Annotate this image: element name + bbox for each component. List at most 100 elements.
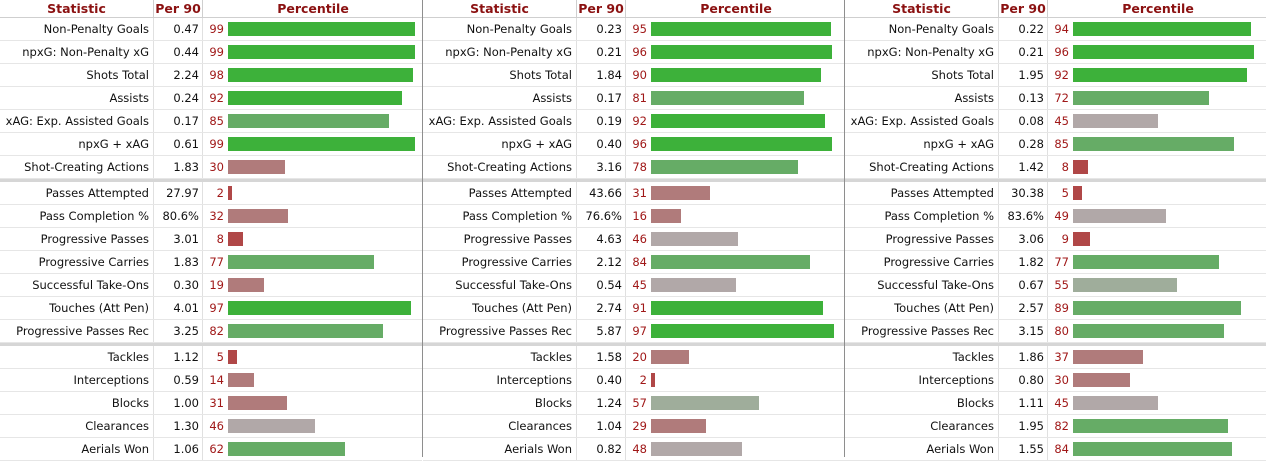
stat-label: Passes Attempted <box>890 186 994 200</box>
percentile-value: 19 <box>202 274 226 296</box>
percentile-bar <box>651 91 804 105</box>
stat-label: Passes Attempted <box>45 186 149 200</box>
table-row: Assists 0.24 92 <box>0 87 422 110</box>
percentile-value: 57 <box>625 392 649 414</box>
per90-value: 1.83 <box>153 251 199 273</box>
stat-label: npxG: Non-Penalty xG <box>22 45 149 59</box>
stat-label: Interceptions <box>73 373 149 387</box>
table-row: Clearances 1.04 29 <box>423 415 845 438</box>
per90-value: 3.15 <box>998 320 1044 342</box>
stat-label: Assists <box>954 91 994 105</box>
percentile-value: 91 <box>625 297 649 319</box>
per90-value: 1.95 <box>998 415 1044 437</box>
percentile-bar <box>651 186 710 200</box>
stat-label: Progressive Carries <box>883 255 994 269</box>
percentile-bar <box>651 114 825 128</box>
percentile-value: 77 <box>202 251 226 273</box>
per90-value: 1.84 <box>576 64 622 86</box>
table-row: Successful Take-Ons 0.54 45 <box>423 274 845 297</box>
table-row: Tackles 1.58 20 <box>423 346 845 369</box>
percentile-header[interactable]: Percentile <box>1047 0 1266 17</box>
percentile-bar <box>1073 442 1232 456</box>
percentile-value: 46 <box>625 228 649 250</box>
per90-value: 1.00 <box>153 392 199 414</box>
percentile-value: 95 <box>625 18 649 40</box>
stat-label: Non-Penalty Goals <box>43 22 149 36</box>
table-row: Interceptions 0.40 2 <box>423 369 845 392</box>
stat-label: Progressive Passes <box>40 232 149 246</box>
table-row: Non-Penalty Goals 0.22 94 <box>845 18 1266 41</box>
per90-value: 1.95 <box>998 64 1044 86</box>
per90-value: 4.01 <box>153 297 199 319</box>
percentile-bar <box>228 324 383 338</box>
stat-label: Shots Total <box>86 68 149 82</box>
percentile-value: 9 <box>1047 228 1071 250</box>
percentile-bar <box>1073 324 1224 338</box>
percentile-bar <box>1073 160 1088 174</box>
table-row: Non-Penalty Goals 0.23 95 <box>423 18 845 41</box>
percentile-bar <box>228 255 374 269</box>
per90-header[interactable]: Per 90 <box>153 0 202 17</box>
percentile-value: 85 <box>202 110 226 132</box>
stat-label: Pass Completion % <box>39 209 149 223</box>
percentile-bar <box>228 419 315 433</box>
percentile-value: 99 <box>202 18 226 40</box>
per90-value: 2.57 <box>998 297 1044 319</box>
table-row: Interceptions 0.80 30 <box>845 369 1266 392</box>
per90-value: 2.74 <box>576 297 622 319</box>
per90-value: 0.24 <box>153 87 199 109</box>
stat-label: Touches (Att Pen) <box>472 301 572 315</box>
per90-value: 0.40 <box>576 369 622 391</box>
stat-label: Shot-Creating Actions <box>24 160 149 174</box>
per90-value: 3.06 <box>998 228 1044 250</box>
statistic-header[interactable]: Statistic <box>892 1 951 16</box>
per90-value: 0.13 <box>998 87 1044 109</box>
table-row: Tackles 1.86 37 <box>845 346 1266 369</box>
per90-value: 3.25 <box>153 320 199 342</box>
per90-value: 1.06 <box>153 438 199 460</box>
per90-header[interactable]: Per 90 <box>998 0 1047 17</box>
percentile-value: 96 <box>625 133 649 155</box>
percentile-bar <box>1073 278 1177 292</box>
stat-label: Progressive Passes Rec <box>861 324 994 338</box>
percentile-value: 90 <box>625 64 649 86</box>
percentile-bar <box>228 396 287 410</box>
statistic-header[interactable]: Statistic <box>470 1 529 16</box>
percentile-value: 29 <box>625 415 649 437</box>
percentile-bar <box>1073 255 1219 269</box>
statistic-header[interactable]: Statistic <box>47 1 106 16</box>
per90-value: 1.12 <box>153 346 199 368</box>
percentile-bar <box>651 137 832 151</box>
percentile-value: 30 <box>202 156 226 178</box>
stat-label: Progressive Carries <box>461 255 572 269</box>
percentile-bar <box>651 396 759 410</box>
group-separator <box>423 343 845 346</box>
percentile-header[interactable]: Percentile <box>202 0 423 17</box>
table-row: npxG + xAG 0.40 96 <box>423 133 845 156</box>
table-row: Progressive Passes Rec 3.15 80 <box>845 320 1266 343</box>
percentile-bar <box>651 160 798 174</box>
percentile-bar <box>651 324 834 338</box>
table-row: Shots Total 2.24 98 <box>0 64 422 87</box>
percentile-value: 8 <box>1047 156 1071 178</box>
percentile-header[interactable]: Percentile <box>625 0 846 17</box>
stat-label: Assists <box>532 91 572 105</box>
stat-label: Tackles <box>107 350 149 364</box>
stat-label: Progressive Passes <box>463 232 572 246</box>
per90-value: 0.30 <box>153 274 199 296</box>
table-header: Statistic Per 90 Percentile <box>0 0 422 18</box>
table-row: Blocks 1.11 45 <box>845 392 1266 415</box>
stats-table-1: Statistic Per 90 Percentile Non-Penalty … <box>0 0 422 461</box>
per90-value: 30.38 <box>998 182 1044 204</box>
percentile-bar <box>1073 350 1143 364</box>
stat-label: Shots Total <box>509 68 572 82</box>
per90-header[interactable]: Per 90 <box>576 0 625 17</box>
stat-label: Tackles <box>530 350 572 364</box>
percentile-value: 94 <box>1047 18 1071 40</box>
percentile-bar <box>228 160 285 174</box>
percentile-value: 80 <box>1047 320 1071 342</box>
percentile-value: 99 <box>202 41 226 63</box>
per90-value: 0.23 <box>576 18 622 40</box>
stat-label: Shot-Creating Actions <box>869 160 994 174</box>
percentile-bar <box>1073 45 1254 59</box>
